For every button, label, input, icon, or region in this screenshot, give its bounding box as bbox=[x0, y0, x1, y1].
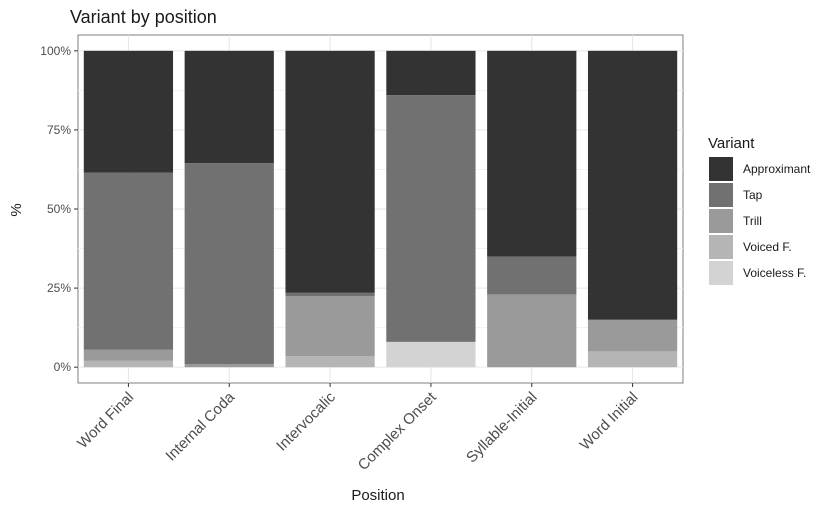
bar-segment bbox=[184, 163, 274, 365]
x-tick-label: Intervocalic bbox=[273, 388, 339, 454]
bar-segment bbox=[487, 294, 577, 368]
legend-swatch bbox=[709, 183, 733, 207]
bar-segment bbox=[487, 50, 577, 257]
x-tick-label: Complex Onset bbox=[355, 388, 441, 474]
bar-segment bbox=[184, 50, 274, 164]
bar-segment bbox=[386, 341, 476, 368]
y-tick-label: 50% bbox=[47, 202, 71, 216]
legend: Variant Approximant Tap Trill Voiced F. Voic… bbox=[708, 135, 811, 285]
legend-title: Variant bbox=[708, 135, 755, 152]
legend-swatch bbox=[709, 209, 733, 233]
legend-label: Voiceless F. bbox=[743, 266, 806, 280]
legend-label: Voiced F. bbox=[743, 240, 792, 254]
x-axis-label: Position bbox=[351, 487, 404, 504]
legend-swatch bbox=[709, 235, 733, 259]
x-tick-label: Syllable-Initial bbox=[463, 389, 540, 466]
legend-label: Trill bbox=[743, 214, 762, 228]
y-tick-label: 0% bbox=[54, 360, 72, 374]
y-axis-label: % bbox=[8, 203, 25, 216]
x-tick-label: Word Initial bbox=[577, 389, 642, 454]
bar-segment bbox=[83, 172, 174, 350]
bar-segment bbox=[184, 364, 274, 368]
x-axis: Word Final Internal Coda Intervocalic Compl… bbox=[74, 383, 641, 474]
bar-segment bbox=[285, 292, 375, 296]
bar-segment bbox=[83, 50, 174, 173]
bar-segment bbox=[83, 360, 174, 368]
bar-segment bbox=[83, 349, 174, 361]
bar-segment bbox=[386, 50, 476, 96]
y-tick-label: 25% bbox=[47, 281, 71, 295]
bar-segment bbox=[285, 296, 375, 357]
y-tick-label: 100% bbox=[40, 44, 71, 58]
legend-swatch bbox=[709, 157, 733, 181]
y-tick-label: 75% bbox=[47, 123, 71, 137]
y-axis: 0% 25% 50% 75% 100% bbox=[40, 44, 78, 374]
bar-segment bbox=[487, 256, 577, 295]
bar-segment bbox=[587, 319, 678, 352]
bars bbox=[83, 50, 678, 368]
legend-label: Approximant bbox=[743, 162, 811, 176]
bar-segment bbox=[386, 95, 476, 342]
legend-swatch bbox=[709, 261, 733, 285]
x-tick-label: Internal Coda bbox=[162, 388, 238, 464]
bar-segment bbox=[285, 356, 375, 368]
bar-segment bbox=[587, 351, 678, 368]
legend-label: Tap bbox=[743, 188, 763, 202]
bar-segment bbox=[587, 50, 678, 320]
bar-segment bbox=[285, 50, 375, 293]
x-tick-label: Word Final bbox=[74, 389, 137, 452]
chart-title: Variant by position bbox=[70, 7, 217, 27]
